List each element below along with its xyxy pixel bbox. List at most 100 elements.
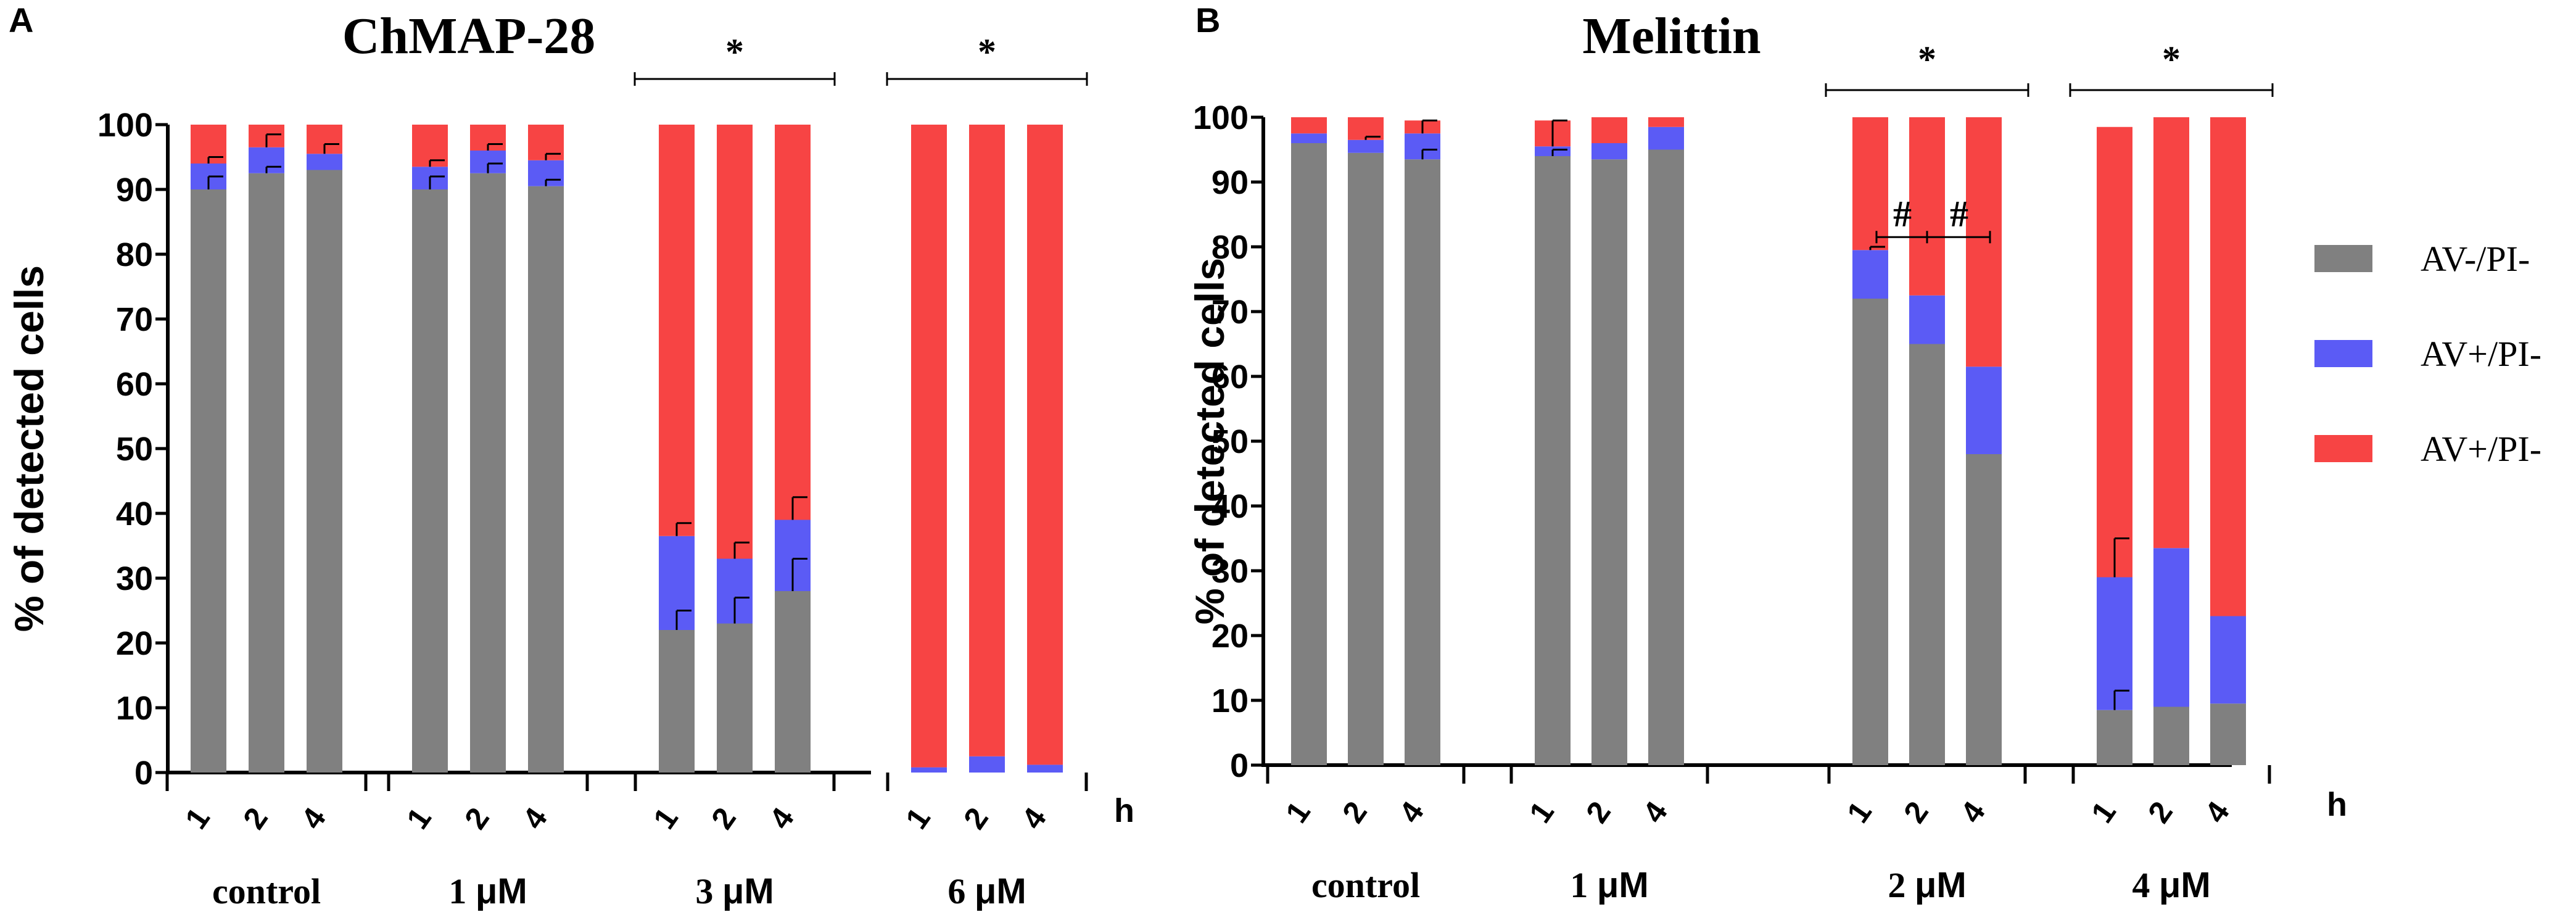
y-tick-label: 10	[1212, 682, 1249, 719]
y-tick-label: 50	[116, 431, 153, 468]
x-axis-unit-label: h	[1114, 792, 1134, 829]
y-tick-label: 10	[116, 690, 153, 727]
bar-segment-viable	[412, 189, 448, 773]
chart-title: ChMAP-28	[342, 7, 596, 65]
hash-marker: #	[1950, 193, 1968, 234]
bar-segment-early-apoptotic	[307, 154, 342, 170]
bar-segment-viable	[659, 630, 695, 773]
bar-segment-early-apoptotic	[2097, 577, 2132, 710]
legend-swatch	[2314, 340, 2372, 367]
bar-segment-late-apoptotic	[1591, 117, 1627, 143]
x-tick-label: 4	[762, 802, 801, 835]
bar-segment-early-apoptotic	[911, 767, 947, 773]
bar-segment-viable	[1535, 156, 1571, 765]
bar-segment-viable	[191, 189, 226, 773]
x-tick-label: 4	[1636, 795, 1674, 829]
group-label: 1 μM	[448, 871, 527, 911]
bar-segment-viable	[2210, 703, 2246, 765]
group-label: 6 μM	[947, 871, 1026, 911]
x-tick-label: 1	[1279, 795, 1317, 829]
x-tick-label: 1	[1840, 795, 1878, 829]
bar-segment-viable	[470, 173, 506, 773]
bar-segment-viable	[1852, 299, 1888, 765]
y-tick-label: 20	[1212, 618, 1249, 655]
bar-segment-late-apoptotic	[659, 125, 695, 536]
legend-label: AV+/PI-	[2421, 334, 2541, 374]
significance-star: *	[725, 31, 744, 72]
y-tick-label: 40	[1212, 488, 1249, 525]
panel-letter: B	[1195, 1, 1220, 39]
y-tick-label: 50	[1212, 423, 1249, 460]
y-axis-label: % of detected cells	[6, 265, 52, 632]
chart-title: Melittin	[1582, 7, 1761, 65]
bar-segment-late-apoptotic	[717, 125, 753, 559]
x-tick-label: 1	[400, 802, 438, 835]
significance-star: *	[978, 31, 996, 72]
x-tick-label: 4	[1954, 795, 1992, 829]
y-tick-label: 0	[1230, 747, 1249, 784]
bar-segment-early-apoptotic	[2210, 616, 2246, 704]
x-tick-label: 1	[1522, 795, 1561, 829]
x-tick-label: 4	[1015, 802, 1053, 835]
y-tick-label: 30	[1212, 553, 1249, 590]
bar-segment-early-apoptotic	[1348, 139, 1384, 153]
bar-segment-viable	[1909, 344, 1945, 765]
y-tick-label: 70	[1212, 294, 1249, 331]
y-tick-label: 60	[116, 366, 153, 403]
legend-swatch	[2314, 435, 2372, 462]
group-label: 1 μM	[1570, 865, 1648, 905]
bar-segment-late-apoptotic	[1291, 117, 1327, 134]
y-tick-label: 60	[1212, 358, 1249, 396]
bar-segment-viable	[528, 186, 564, 773]
bar-segment-early-apoptotic	[1966, 367, 2002, 454]
bar-segment-viable	[1966, 454, 2002, 765]
legend-swatch	[2314, 245, 2372, 272]
bar-segment-viable	[1348, 152, 1384, 765]
group-label: control	[212, 871, 321, 911]
x-tick-label: 2	[1579, 795, 1617, 829]
x-tick-label: 2	[704, 802, 743, 835]
bar-segment-early-apoptotic	[1027, 765, 1063, 773]
bar-segment-early-apoptotic	[1909, 295, 1945, 344]
y-tick-label: 0	[134, 755, 153, 792]
y-tick-label: 70	[116, 301, 153, 338]
significance-star: *	[2162, 39, 2181, 80]
x-tick-label: 2	[1897, 795, 1935, 829]
bar-segment-viable	[2097, 710, 2132, 765]
hash-marker: #	[1893, 193, 1912, 234]
bar-segment-viable	[1291, 143, 1327, 765]
x-tick-label: 1	[178, 802, 217, 835]
x-tick-label: 2	[458, 802, 496, 835]
bar-segment-late-apoptotic	[775, 125, 811, 520]
y-tick-label: 90	[1212, 164, 1249, 201]
bar-segment-late-apoptotic	[2210, 117, 2246, 616]
bar-segment-viable	[249, 173, 284, 773]
y-tick-label: 30	[116, 560, 153, 597]
x-tick-label: 2	[236, 802, 275, 835]
bar-segment-late-apoptotic	[1027, 125, 1063, 765]
bar-segment-viable	[2153, 707, 2189, 765]
y-tick-label: 40	[116, 495, 153, 533]
bar-segment-late-apoptotic	[1852, 117, 1888, 251]
significance-star: *	[1918, 39, 1936, 80]
x-tick-label: 4	[516, 802, 554, 835]
x-tick-label: 2	[2141, 795, 2179, 829]
x-tick-label: 1	[899, 802, 937, 835]
panel-letter: A	[9, 1, 33, 39]
group-label: 2 μM	[1888, 865, 1966, 905]
y-tick-label: 90	[116, 172, 153, 209]
bar-segment-late-apoptotic	[1909, 117, 1945, 296]
bar-segment-early-apoptotic	[1591, 143, 1627, 160]
y-axis-label: % of detected cells	[1187, 258, 1232, 624]
bar-segment-early-apoptotic	[1852, 250, 1888, 299]
y-tick-label: 100	[1193, 99, 1249, 136]
y-tick-label: 80	[1212, 229, 1249, 266]
bar-segment-late-apoptotic	[1648, 117, 1684, 127]
bar-segment-viable	[1648, 149, 1684, 765]
bar-segment-late-apoptotic	[911, 125, 947, 768]
bar-segment-early-apoptotic	[969, 756, 1005, 773]
bar-segment-viable	[1405, 159, 1440, 765]
x-tick-label: 2	[957, 802, 995, 835]
bar-segment-viable	[307, 170, 342, 773]
